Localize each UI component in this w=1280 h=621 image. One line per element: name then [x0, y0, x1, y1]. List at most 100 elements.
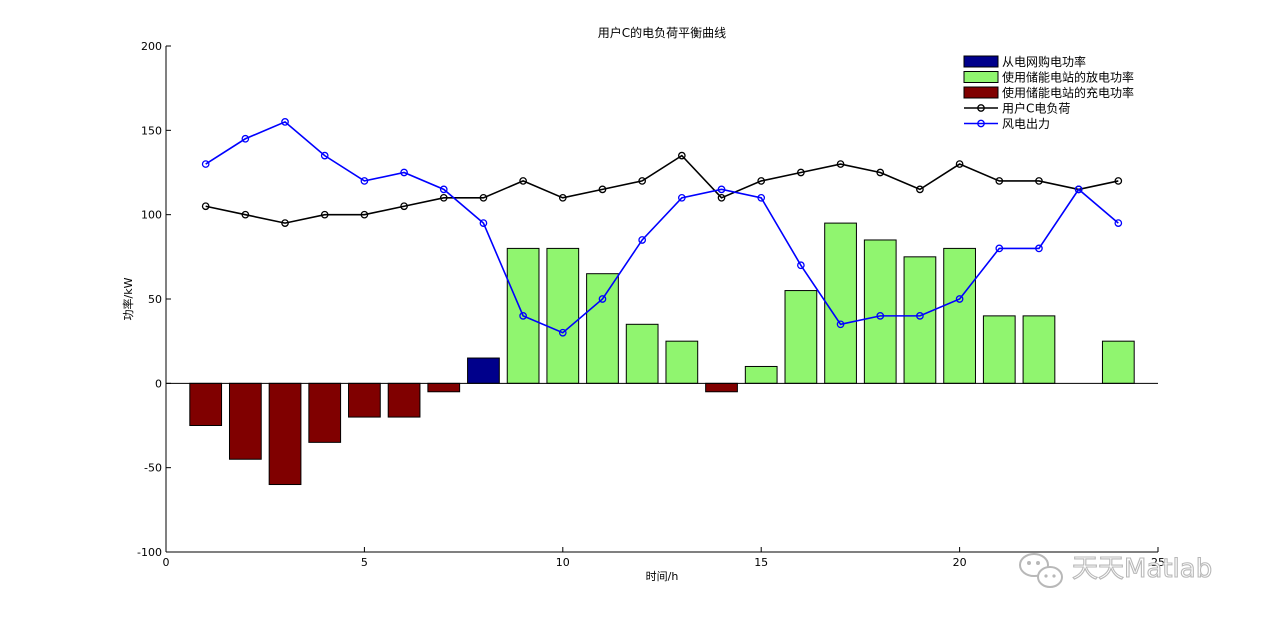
point-series1-x14 [717, 193, 726, 202]
bar-series2-x17 [824, 222, 857, 384]
bar-series3-x6 [387, 382, 421, 418]
bar-series1-x8 [467, 357, 500, 384]
point-series2-x23 [1074, 185, 1083, 194]
y-axis-ticks: -100 -50 0 50 100 150 200 [137, 40, 171, 559]
bar-series2-x21 [982, 315, 1016, 384]
point-series1-x10 [558, 193, 567, 202]
point-series2-x4 [320, 151, 329, 160]
point-series1-x19 [916, 185, 924, 194]
bar-series3-x2 [228, 382, 262, 460]
legend-label-bar2: 使用储能电站的放电功率 [1002, 70, 1134, 85]
point-series2-x16 [797, 261, 805, 270]
bar-series3-x14 [705, 382, 738, 393]
y-tick-label: 100 [141, 209, 162, 222]
point-series1-x18 [876, 168, 885, 177]
bar-series2-x24 [1101, 340, 1135, 384]
point-series2-x9 [519, 312, 527, 320]
point-series2-x21 [995, 244, 1004, 253]
point-series2-x8 [479, 219, 488, 227]
point-series2-x6 [400, 168, 408, 177]
point-series2-x11 [598, 295, 607, 303]
point-series1-x4 [320, 210, 329, 219]
bar-series2-x19 [903, 256, 937, 384]
point-series1-x3 [281, 219, 289, 227]
x-tick-label: 25 [1151, 556, 1165, 569]
bar-series2-x11 [586, 273, 619, 384]
legend-label-bar1: 从电网购电功率 [1002, 54, 1086, 69]
legend-swatch-bar1 [963, 55, 999, 68]
y-tick-label: -50 [144, 462, 162, 475]
bar-series2-x10 [546, 247, 580, 384]
point-series2-x17 [836, 320, 845, 329]
point-series2-x14 [717, 185, 726, 194]
point-series1-x24 [1114, 177, 1123, 185]
bar-series2-x18 [863, 239, 897, 384]
point-series2-x20 [955, 295, 964, 303]
point-series1-x6 [400, 202, 408, 211]
point-series1-x17 [836, 160, 845, 168]
line-series1 [205, 154, 1119, 224]
point-series1-x5 [360, 210, 369, 219]
legend-label-bar3: 使用储能电站的充电功率 [1002, 85, 1134, 100]
point-series1-x11 [598, 185, 607, 194]
point-series1-x13 [677, 151, 686, 160]
bar-series3-x5 [348, 382, 381, 418]
point-series2-x2 [241, 134, 250, 143]
point-series1-x20 [955, 160, 964, 168]
legend-label-line2: 风电出力 [1002, 117, 1050, 131]
chart-title: 用户C的电负荷平衡曲线 [598, 25, 726, 40]
point-series2-x10 [558, 328, 567, 337]
x-axis-label: 时间/h [646, 570, 679, 583]
bar-series3-x7 [427, 382, 461, 393]
x-axis-ticks: 0 5 10 15 20 25 [163, 547, 1165, 569]
bar-series2-x16 [784, 290, 818, 384]
x-tick-label: 0 [163, 556, 170, 569]
y-tick-label: 200 [141, 40, 162, 53]
point-series2-x18 [876, 312, 885, 320]
point-series1-x7 [439, 193, 448, 202]
point-series1-x12 [638, 177, 647, 185]
point-series1-x22 [1035, 177, 1043, 185]
watermark-text: 天天Matlab [1072, 554, 1212, 584]
y-tick-label: 50 [148, 293, 162, 306]
legend-marker-line1 [977, 104, 985, 112]
point-series2-x22 [1035, 244, 1043, 253]
point-series1-x16 [797, 168, 805, 177]
x-tick-label: 5 [361, 556, 368, 569]
point-series2-x7 [439, 185, 448, 194]
y-tick-label: 150 [141, 124, 162, 137]
bar-series3-x1 [189, 382, 223, 426]
bar-series3-x3 [268, 382, 302, 486]
bar-series2-x15 [744, 365, 778, 384]
legend-marker-line2 [977, 119, 985, 128]
y-tick-label: 0 [155, 377, 162, 390]
point-series2-x3 [281, 118, 289, 126]
bar-series2-x22 [1022, 315, 1056, 384]
bar-series2-x20 [943, 247, 976, 384]
legend-swatch-bar2 [963, 71, 999, 83]
y-axis-label: 功率/kW [121, 277, 135, 320]
point-series2-x12 [638, 236, 647, 244]
x-tick-label: 15 [754, 556, 768, 569]
point-series2-x5 [360, 177, 369, 185]
legend-label-line1: 用户C电负荷 [1002, 101, 1070, 116]
point-series2-x1 [201, 160, 210, 168]
legend-swatch-bar3 [963, 86, 999, 99]
point-series1-x21 [995, 177, 1004, 185]
x-tick-label: 20 [953, 556, 967, 569]
point-series2-x15 [757, 193, 766, 202]
lines-layer [201, 118, 1123, 337]
bar-series2-x12 [625, 323, 659, 384]
point-series1-x15 [757, 177, 766, 185]
point-series1-x9 [519, 177, 527, 185]
point-series2-x24 [1114, 219, 1123, 227]
bar-series3-x4 [308, 382, 342, 443]
point-series2-x13 [677, 193, 686, 202]
line-series2 [205, 120, 1119, 334]
watermark: 天天Matlab [1019, 553, 1213, 588]
point-series2-x19 [916, 312, 924, 320]
point-series1-x8 [479, 193, 488, 202]
x-tick-label: 10 [556, 556, 570, 569]
